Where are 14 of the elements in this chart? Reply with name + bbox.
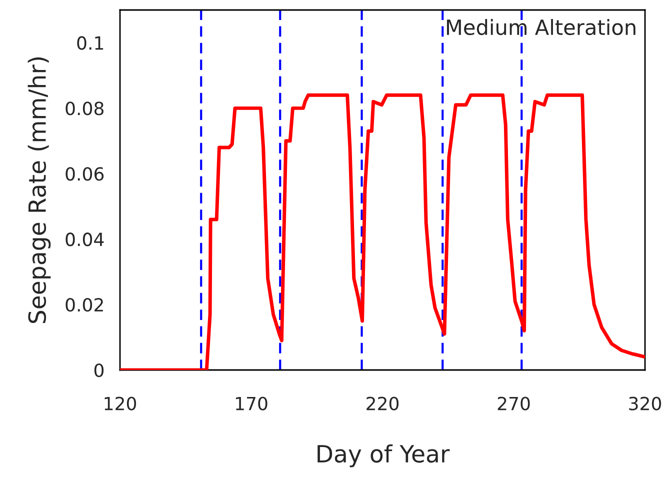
- y-tick-label: 0.04: [66, 232, 104, 246]
- x-tick-label: 170: [236, 396, 268, 410]
- x-tick-label: 320: [629, 396, 662, 410]
- annotation: Medium Alteration: [446, 19, 636, 36]
- y-tick-label: 0.06: [66, 167, 104, 181]
- y-tick-label: 0.1: [77, 36, 104, 50]
- x-tick-label: 220: [366, 396, 399, 410]
- y-tick-label: 0: [94, 363, 104, 378]
- x-tick-label: 120: [104, 396, 136, 410]
- y-tick-label: 0.08: [66, 102, 104, 116]
- y-axis-title: Seepage Rate (mm/hr): [28, 57, 51, 324]
- x-tick-label: 270: [498, 396, 530, 410]
- x-axis-title: Day of Year: [318, 444, 450, 468]
- y-tick-label: 0.02: [66, 298, 103, 312]
